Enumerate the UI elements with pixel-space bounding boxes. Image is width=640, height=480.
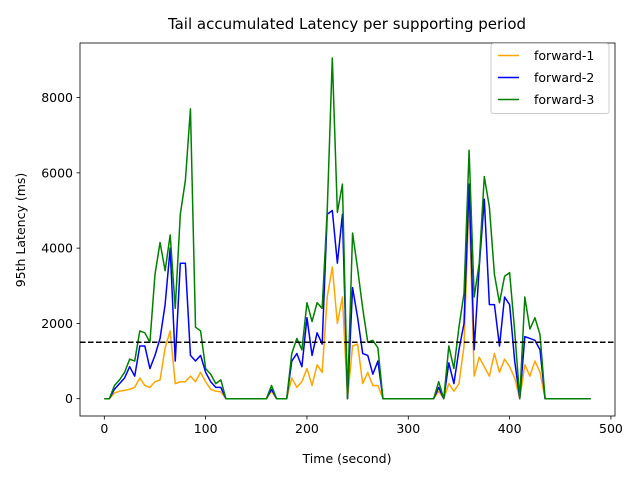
y-tick-label: 6000 [41, 165, 73, 180]
legend-label-forward-2: forward-2 [534, 70, 594, 85]
chart-title: Tail accumulated Latency per supporting … [167, 15, 526, 33]
x-tick-label: 300 [396, 421, 420, 436]
x-tick-label: 0 [100, 421, 108, 436]
x-tick-label: 100 [194, 421, 218, 436]
legend-label-forward-1: forward-1 [534, 48, 594, 63]
x-axis-label: Time (second) [302, 451, 392, 466]
y-tick-label: 8000 [41, 90, 73, 105]
y-tick-label: 2000 [41, 316, 73, 331]
axes-frame [79, 42, 616, 417]
y-axis-label: 95th Latency (ms) [13, 173, 28, 288]
x-tick-label: 400 [498, 421, 522, 436]
legend: forward-1 forward-2 forward-3 [490, 43, 610, 114]
legend-label-forward-3: forward-3 [534, 92, 594, 107]
series-line-forward-3 [104, 57, 591, 400]
legend-box [490, 43, 610, 114]
x-tick-label: 500 [599, 421, 623, 436]
plot-area: 0 100 200 300 400 500 0 2000 4000 6000 8000 [41, 42, 623, 436]
x-tick-label: 200 [295, 421, 319, 436]
y-tick-label: 0 [65, 391, 73, 406]
y-tick-label: 4000 [41, 241, 73, 256]
